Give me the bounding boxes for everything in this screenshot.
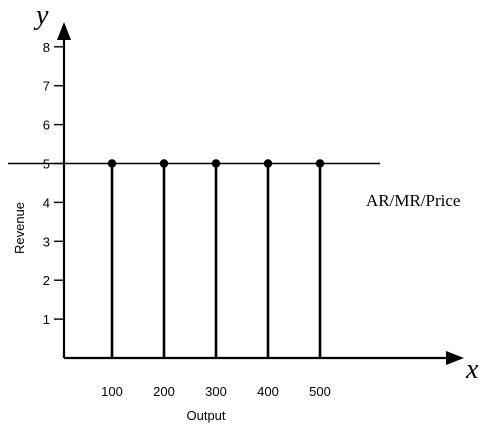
x-ticks: 100 200 300 400 500: [101, 384, 331, 399]
y-tick-label: 1: [43, 312, 50, 327]
y-axis-symbol: y: [33, 0, 49, 31]
x-tick-label: 400: [257, 384, 279, 399]
y-tick-label: 7: [43, 79, 50, 94]
axes: [57, 22, 464, 365]
data-point: [107, 159, 117, 168]
x-tick-label: 100: [101, 384, 123, 399]
drop-lines: [110, 163, 322, 358]
labels: y x Revenue Output AR/MR/Price: [12, 0, 479, 423]
y-axis-arrowhead: [57, 22, 71, 40]
data-point: [159, 159, 169, 168]
x-axis-symbol: x: [465, 354, 479, 385]
y-tick-label: 8: [43, 40, 50, 55]
x-tick-label: 300: [205, 384, 227, 399]
markers: [107, 159, 325, 168]
y-axis-title: Revenue: [12, 202, 27, 254]
x-axis-arrowhead: [446, 351, 464, 365]
y-ticks: 12345678: [43, 40, 64, 327]
y-tick-label: 3: [43, 234, 50, 249]
x-tick-label: 500: [309, 384, 331, 399]
x-axis-title: Output: [186, 408, 225, 423]
data-point: [263, 159, 273, 168]
y-tick-label: 6: [43, 118, 50, 133]
series-label: AR/MR/Price: [366, 191, 460, 210]
y-tick-label: 4: [43, 195, 50, 210]
y-tick-label: 2: [43, 273, 50, 288]
x-tick-label: 200: [153, 384, 175, 399]
data-point: [211, 159, 221, 168]
data-point: [315, 159, 325, 168]
